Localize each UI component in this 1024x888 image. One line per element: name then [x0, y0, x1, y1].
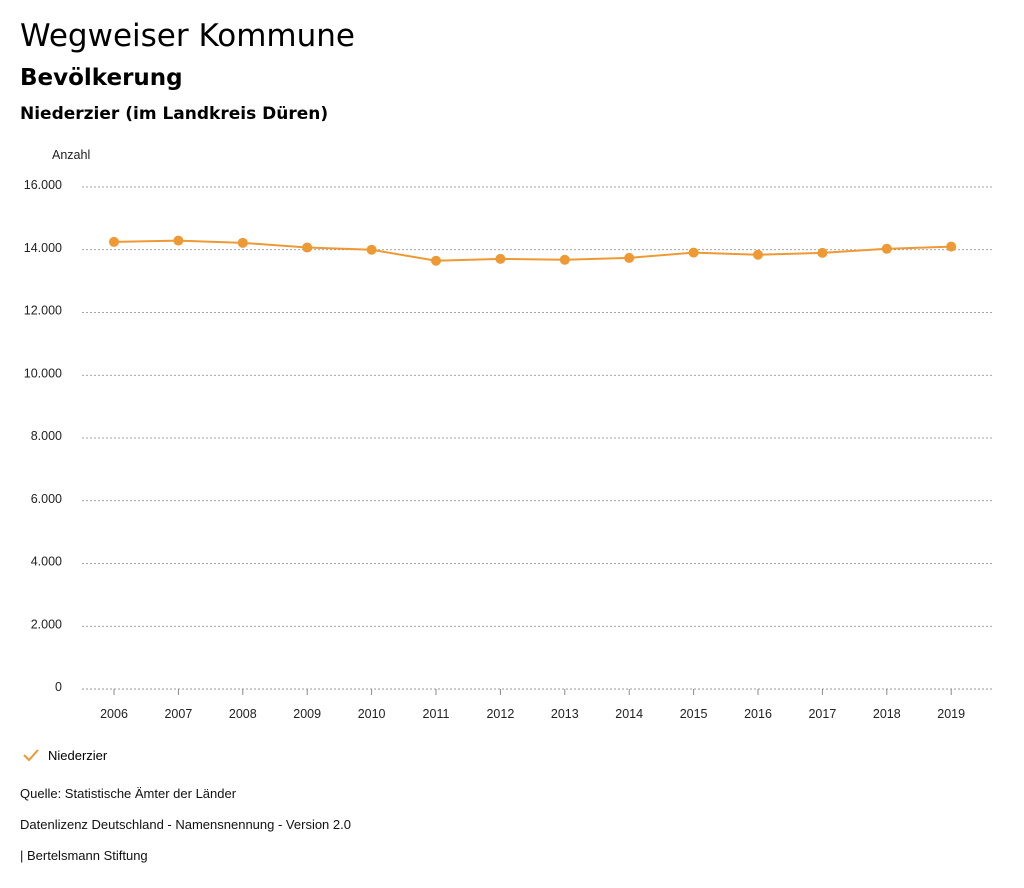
data-point[interactable]	[817, 247, 828, 258]
legend-item-niederzier[interactable]: Niederzier	[20, 745, 107, 765]
chart-subtitle: Bevölkerung	[20, 65, 183, 91]
y-tick-label: 2.000	[31, 617, 62, 631]
data-point[interactable]	[366, 244, 377, 255]
data-point[interactable]	[881, 243, 892, 254]
x-tick-label: 2011	[423, 707, 450, 721]
data-point[interactable]	[431, 255, 441, 266]
x-tick-label: 2017	[808, 707, 836, 721]
series-niederzier	[109, 235, 957, 266]
y-tick-label: 4.000	[31, 555, 62, 569]
x-tick-label: 2018	[873, 707, 901, 721]
line-chart: 0 2.000 4.000 6.000 8.000 10.000 12.000 14.000 1…	[24, 148, 992, 721]
grid-lines	[82, 186, 992, 627]
data-point[interactable]	[173, 235, 184, 246]
y-tick-label: 8.000	[31, 429, 62, 443]
data-point[interactable]	[946, 241, 957, 252]
license-text: Datenlizenz Deutschland - Namensnennung …	[20, 817, 351, 832]
axes: 0 2.000 4.000 6.000 8.000 10.000 12.000 14.000 1…	[24, 178, 992, 721]
y-tick-label: 6.000	[31, 492, 62, 506]
series-line	[113, 239, 952, 262]
data-point[interactable]	[688, 247, 699, 258]
region-title: Niederzier (im Landkreis Düren)	[20, 104, 329, 124]
y-tick-label: 16.000	[24, 178, 62, 192]
x-tick-label: 2006	[100, 707, 128, 721]
data-point[interactable]	[624, 252, 635, 263]
x-tick-label: 2014	[615, 707, 643, 721]
x-tick-label: 2013	[551, 707, 579, 721]
x-tick-label: 2019	[937, 707, 965, 721]
x-tick-label: 2015	[680, 707, 708, 721]
x-tick-label: 2007	[164, 707, 192, 721]
data-point[interactable]	[302, 242, 313, 253]
page-title: Wegweiser Kommune	[20, 18, 355, 54]
y-axis-title: Anzahl	[52, 148, 90, 162]
source-text: Quelle: Statistische Ämter der Länder	[20, 786, 237, 801]
data-point[interactable]	[109, 236, 119, 247]
x-tick-label: 2016	[744, 707, 772, 721]
data-point[interactable]	[559, 254, 570, 265]
y-tick-label: 12.000	[24, 304, 62, 318]
x-tick-label: 2010	[358, 707, 386, 721]
check-icon	[23, 749, 39, 762]
x-tick-label: 2012	[486, 707, 514, 721]
x-tick-label: 2009	[293, 707, 321, 721]
data-point[interactable]	[237, 237, 248, 248]
data-point[interactable]	[753, 249, 763, 260]
x-tick-label: 2008	[229, 707, 257, 721]
data-point[interactable]	[495, 253, 506, 264]
y-tick-label: 10.000	[24, 366, 62, 380]
y-tick-label: 14.000	[24, 241, 62, 255]
credit-text: | Bertelsmann Stiftung	[20, 848, 148, 863]
legend-label: Niederzier	[48, 747, 108, 763]
y-tick-label: 0	[55, 680, 62, 694]
